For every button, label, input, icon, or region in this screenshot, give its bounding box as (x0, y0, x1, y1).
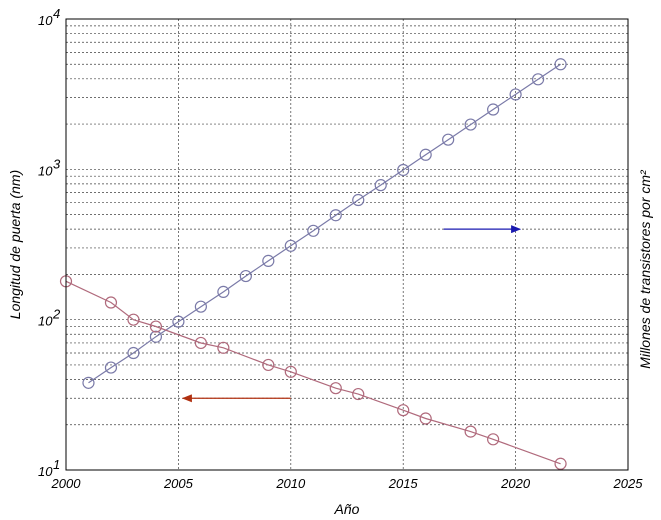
data-point (464, 425, 477, 438)
right-y-axis-label: Millones de transistores por cm² (637, 169, 653, 369)
data-point (531, 73, 545, 86)
y-tick-label: 10 (38, 314, 53, 329)
data-point (509, 88, 522, 101)
data-point (419, 412, 432, 425)
series-line (88, 63, 561, 384)
y-tick-label: 10 (38, 464, 53, 479)
y-tick-exponent: 1 (53, 457, 60, 472)
data-point (419, 148, 432, 161)
data-point (284, 365, 297, 378)
series-layer (59, 58, 567, 470)
data-point (217, 285, 230, 299)
y-tick-label: 10 (38, 163, 53, 178)
data-point (239, 269, 252, 283)
y-tick-label: 10 (38, 13, 53, 28)
data-point (262, 358, 275, 372)
data-point (329, 209, 342, 222)
data-point (397, 163, 410, 177)
data-point (487, 433, 500, 446)
left-y-axis-label: Longitud de puerta (nm) (7, 170, 23, 319)
grid (66, 19, 628, 470)
x-tick-label: 2010 (275, 476, 306, 491)
x-tick-label: 2005 (163, 476, 194, 491)
data-point (487, 103, 500, 116)
data-point (172, 315, 185, 328)
annotations (181, 225, 522, 403)
data-point (194, 336, 207, 350)
series-2 (59, 275, 567, 470)
y-tick-exponent: 4 (53, 6, 60, 21)
data-point (352, 387, 365, 401)
data-point (352, 193, 365, 207)
data-point (554, 58, 567, 71)
data-point (194, 300, 207, 313)
plot-frame (65, 18, 629, 471)
data-point (307, 224, 320, 237)
x-tick-label: 2015 (388, 476, 419, 491)
data-point (374, 179, 387, 192)
data-point (329, 382, 342, 395)
data-point (397, 404, 410, 417)
data-point (554, 457, 567, 470)
data-point (464, 118, 477, 131)
x-axis-label: Año (334, 501, 360, 517)
data-point (217, 341, 230, 354)
series-line (65, 280, 561, 465)
data-point (127, 346, 140, 360)
data-point (104, 361, 118, 374)
data-point (104, 296, 118, 309)
x-tick-label: 2025 (613, 476, 644, 491)
data-point (82, 376, 95, 389)
y-tick-exponent: 3 (53, 156, 61, 171)
y-tick-exponent: 2 (52, 307, 61, 322)
series-1 (82, 58, 567, 389)
data-point (284, 239, 297, 252)
data-point (127, 313, 140, 326)
data-point (149, 330, 163, 343)
data-point (149, 320, 163, 333)
data-point (442, 133, 455, 146)
data-point (262, 254, 275, 267)
x-tick-label: 2020 (500, 476, 531, 491)
x-tick-label: 2000 (51, 476, 82, 491)
